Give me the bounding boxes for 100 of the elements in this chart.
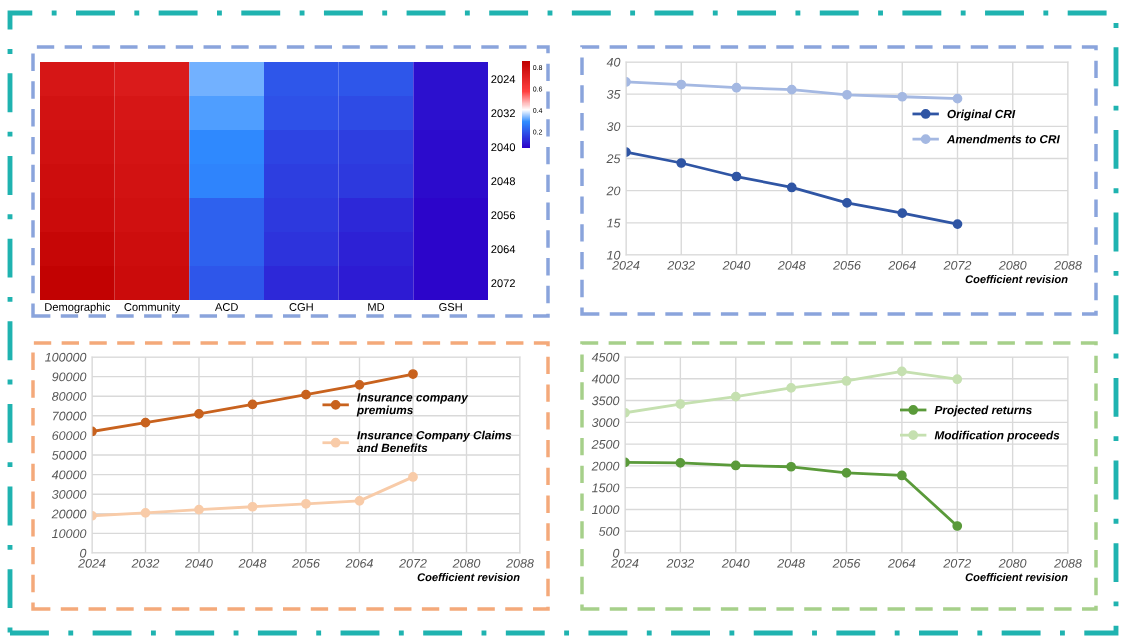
y-tick-label: 20000 xyxy=(51,509,87,519)
x-tick-label: 2032 xyxy=(666,558,695,568)
y-tick-label: 35 xyxy=(606,89,621,99)
point xyxy=(841,376,852,386)
y-tick-label: 500 xyxy=(598,527,620,536)
point xyxy=(897,91,908,102)
x-tick-label: 2056 xyxy=(292,558,320,568)
x-tick-label: 2064 xyxy=(887,558,916,568)
y-tick-label: 2024 xyxy=(491,75,516,84)
y-tick-label: 4000 xyxy=(591,374,620,384)
x-tick-label: 2072 xyxy=(399,558,427,568)
x-tick-label: 2048 xyxy=(777,558,805,568)
y-tick-label: 0 xyxy=(80,548,87,558)
x-tick-label: 2048 xyxy=(238,558,267,568)
point xyxy=(354,496,365,506)
y-tick-label: 10 xyxy=(606,250,621,260)
y-tick-label: 2072 xyxy=(491,279,515,288)
point xyxy=(730,460,741,471)
y-tick-label: 2032 xyxy=(491,109,515,118)
y-tick-label: 100000 xyxy=(45,352,87,362)
x-tick-label: 2032 xyxy=(131,558,160,568)
point xyxy=(408,369,418,379)
x-tick-label: 2088 xyxy=(1054,558,1082,568)
y-tick-label: 50000 xyxy=(51,450,87,460)
y-tick-label: 2056 xyxy=(491,211,516,220)
point xyxy=(786,182,797,193)
legend-label: Projected returns xyxy=(934,405,1032,417)
legend-label: Amendments to CRI xyxy=(946,134,1060,144)
x-axis-title: Coefficient revision xyxy=(965,572,1068,582)
legend-label: Insurance company premiums xyxy=(356,393,469,417)
point xyxy=(675,457,686,468)
x-tick-label: 2064 xyxy=(345,558,373,568)
x-tick-label: CGH xyxy=(289,303,313,311)
y-tick-label: 1000 xyxy=(591,505,620,515)
x-tick-label: 2048 xyxy=(777,260,806,270)
point xyxy=(731,171,742,182)
legend-label: Insurance Company Claims and Benefits xyxy=(356,430,512,453)
x-axis-title: Coefficient revision xyxy=(417,572,520,582)
y-tick-label: 2048 xyxy=(491,177,516,186)
point xyxy=(842,89,852,100)
point xyxy=(301,498,311,509)
point xyxy=(786,461,796,472)
point xyxy=(140,507,151,518)
point xyxy=(952,219,963,229)
y-tick-label: 60000 xyxy=(52,431,87,441)
x-tick-label: 2040 xyxy=(722,260,751,270)
y-tick-label: 80000 xyxy=(52,392,87,401)
point xyxy=(675,399,686,409)
y-tick-label: 25 xyxy=(606,154,621,164)
point xyxy=(247,501,258,512)
y-tick-label: 30000 xyxy=(51,490,87,499)
x-tick-label: 2056 xyxy=(832,558,861,568)
point xyxy=(952,521,963,531)
x-tick-label: 2072 xyxy=(943,558,971,568)
y-tick-label: 10000 xyxy=(52,529,87,539)
x-tick-label: 2080 xyxy=(452,558,481,568)
point xyxy=(730,391,741,402)
point xyxy=(897,470,907,481)
point xyxy=(676,158,687,168)
point xyxy=(731,82,742,93)
x-tick-label: 2088 xyxy=(506,558,534,568)
legend-label: Original CRI xyxy=(947,109,1016,121)
x-tick-label: 2032 xyxy=(667,260,695,270)
x-tick-label: 2088 xyxy=(1054,260,1082,270)
y-tick-label: 1500 xyxy=(591,483,620,493)
y-tick-label: 3000 xyxy=(591,418,620,427)
x-tick-label: 2056 xyxy=(833,260,861,270)
y-tick-label: 2500 xyxy=(591,439,620,449)
x-tick-label: 2040 xyxy=(721,558,750,568)
point xyxy=(952,93,963,104)
point xyxy=(841,467,852,478)
point xyxy=(354,379,365,390)
point xyxy=(897,208,908,219)
point xyxy=(194,504,204,515)
x-tick-label: 2064 xyxy=(888,260,916,270)
point xyxy=(301,389,311,400)
x-tick-label: 2024 xyxy=(78,558,106,568)
y-tick-label: 2000 xyxy=(591,461,620,471)
x-tick-label: Demographic xyxy=(45,302,111,314)
y-tick-label: 90000 xyxy=(52,372,87,382)
point xyxy=(842,198,852,208)
y-tick-label: 30 xyxy=(606,122,621,131)
x-tick-label: GSH xyxy=(439,303,462,311)
point xyxy=(786,84,797,95)
y-tick-label: 3500 xyxy=(591,396,620,406)
y-tick-label: 40 xyxy=(606,57,621,67)
legend-label: Modification proceeds xyxy=(934,430,1060,442)
point xyxy=(786,383,796,393)
x-axis-title: Coefficient revision xyxy=(965,274,1068,284)
x-tick-label: 2080 xyxy=(998,260,1027,270)
y-tick-label: 70000 xyxy=(52,411,87,421)
x-tick-label: 2040 xyxy=(185,558,213,568)
x-tick-label: 2080 xyxy=(998,558,1027,568)
point xyxy=(247,399,258,410)
point xyxy=(952,374,963,385)
y-tick-label: 40000 xyxy=(51,470,87,480)
y-tick-label: 2040 xyxy=(491,143,516,152)
y-tick-label: 15 xyxy=(606,218,621,228)
point xyxy=(676,79,687,90)
y-tick-label: 2064 xyxy=(491,245,516,254)
